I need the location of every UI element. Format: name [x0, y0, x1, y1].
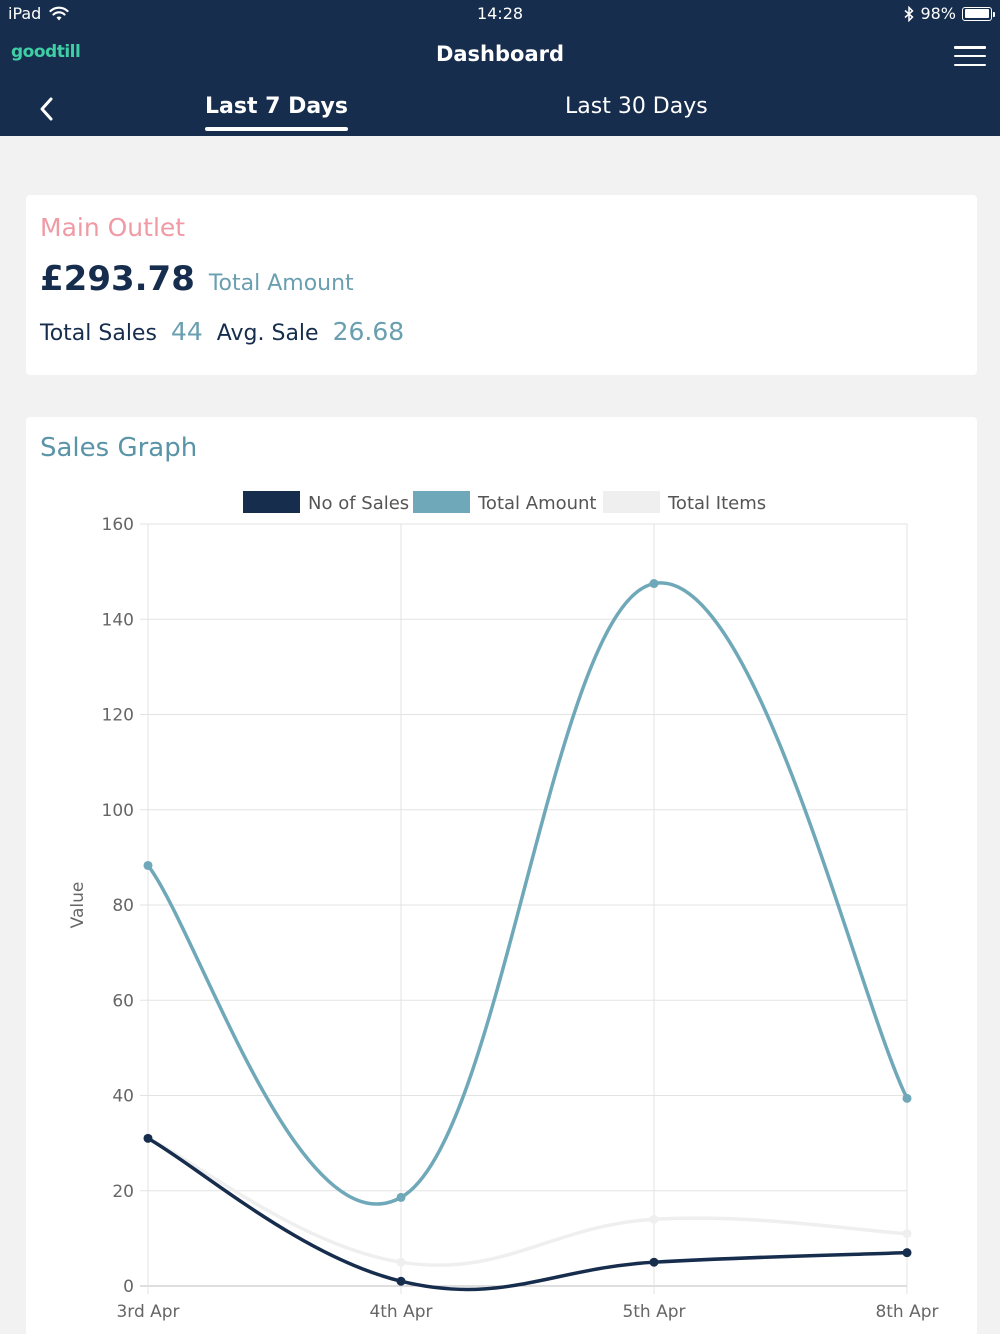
active-tab-indicator: [205, 127, 348, 131]
brand-logo: goodtill: [11, 42, 81, 62]
tab-label: Last 7 Days: [205, 94, 348, 119]
total-sales-value: 44: [170, 317, 203, 346]
status-time: 14:28: [476, 4, 524, 23]
outlet-name: Main Outlet: [40, 213, 186, 242]
status-bar: iPad 14:28 98%: [0, 0, 1000, 28]
graph-title: Sales Graph: [40, 433, 198, 463]
series-line-no-of-sales: [147, 1136, 908, 1292]
legend-label: Total Items: [667, 493, 766, 514]
tab-last-7-days[interactable]: Last 7 Days: [205, 94, 348, 131]
avg-sale-label: Avg. Sale: [216, 321, 319, 346]
data-point-total-items: [902, 1229, 912, 1239]
x-tick-label: 4th Apr: [369, 1302, 432, 1322]
tab-last-30-days[interactable]: Last 30 Days: [565, 94, 708, 119]
data-point-no-of-sales: [143, 1133, 153, 1143]
total-amount-label: Total Amount: [208, 271, 354, 296]
legend-label: Total Amount: [477, 493, 597, 514]
y-tick-label: 100: [102, 801, 134, 821]
y-tick-label: 20: [112, 1182, 134, 1202]
device-name: iPad: [8, 4, 42, 23]
data-point-total-items: [396, 1257, 406, 1267]
page-title: Dashboard: [435, 42, 565, 66]
y-tick-label: 160: [102, 515, 134, 535]
battery-icon: [962, 6, 995, 21]
x-tick-label: 3rd Apr: [116, 1302, 179, 1322]
total-sales-label: Total Sales: [40, 321, 157, 346]
outlet-summary-card: Main Outlet £293.78 Total Amount Total S…: [26, 195, 977, 375]
data-point-no-of-sales: [396, 1276, 406, 1286]
y-tick-label: 120: [102, 706, 134, 726]
data-point-total-items: [649, 1214, 659, 1224]
hamburger-menu-icon[interactable]: [954, 46, 986, 66]
legend-swatch: [243, 491, 300, 513]
data-point-total-amount: [396, 1192, 406, 1202]
y-tick-label: 0: [123, 1277, 134, 1297]
legend-label: No of Sales: [308, 493, 409, 514]
wifi-icon: [49, 6, 69, 20]
data-point-total-amount: [143, 860, 153, 870]
data-point-no-of-sales: [902, 1248, 912, 1258]
y-tick-label: 40: [112, 1087, 134, 1107]
y-axis-label: Value: [68, 882, 88, 929]
tab-label: Last 30 Days: [565, 94, 708, 119]
top-navigation: goodtill Dashboard Last 7 Days Last 30 D…: [0, 28, 1000, 136]
total-amount-value: £293.78: [40, 259, 195, 299]
series-line-total-items: [147, 1136, 908, 1267]
bluetooth-icon: [904, 5, 915, 22]
battery-percentage: 98%: [920, 4, 956, 23]
y-tick-label: 60: [112, 991, 134, 1011]
x-tick-label: 8th Apr: [875, 1302, 938, 1322]
y-tick-label: 140: [102, 610, 134, 630]
sales-graph-card: Sales Graph 0 20 40 60 80 100 120 140 160 3rd Apr…: [26, 417, 977, 1334]
y-tick-label: 80: [112, 896, 134, 916]
back-chevron-icon[interactable]: [34, 94, 60, 124]
data-point-total-amount: [902, 1093, 912, 1103]
data-point-total-amount: [649, 579, 659, 589]
series-line-total-amount: [146, 581, 909, 1206]
data-point-no-of-sales: [649, 1257, 659, 1267]
sales-line-chart: 0 20 40 60 80 100 120 140 160 3rd Apr 4th Apr 5th A…: [68, 491, 939, 1322]
x-tick-label: 5th Apr: [622, 1302, 685, 1322]
legend-swatch: [413, 491, 470, 513]
legend-swatch: [603, 491, 660, 513]
avg-sale-value: 26.68: [332, 317, 405, 346]
